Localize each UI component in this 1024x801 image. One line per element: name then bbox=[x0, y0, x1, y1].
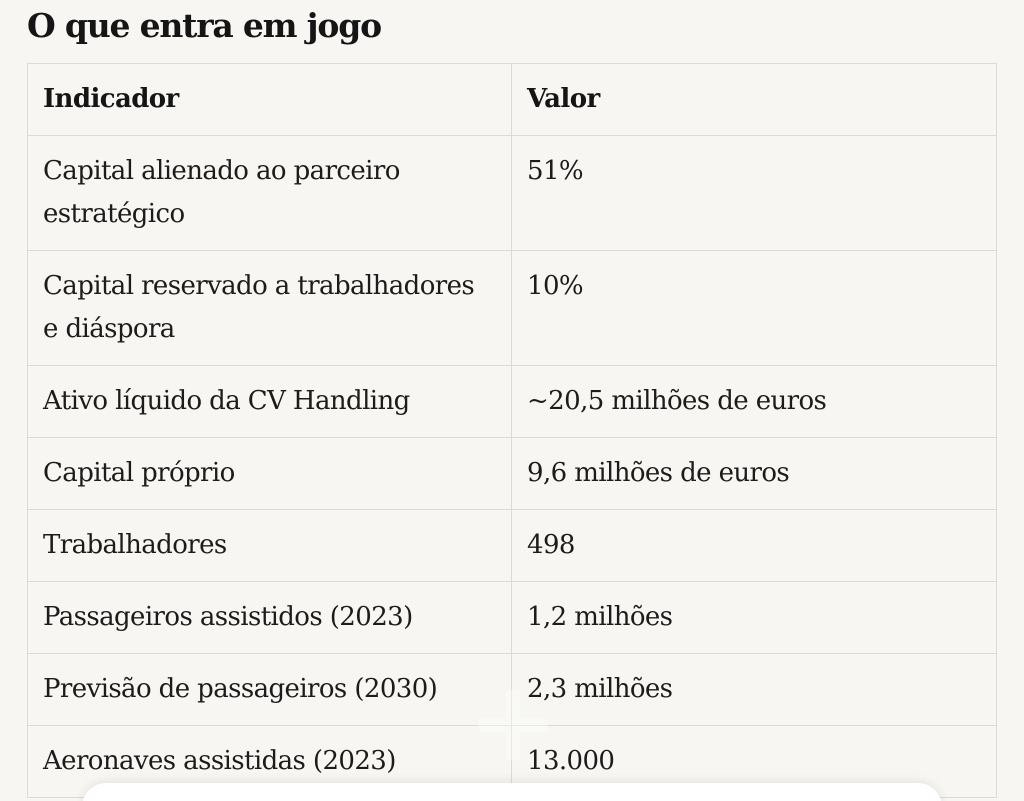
table-row: Capital próprio 9,6 milhões de euros bbox=[27, 437, 997, 510]
table-row: Trabalhadores 498 bbox=[27, 509, 997, 582]
indicators-table: Indicador Valor Capital alienado ao parc… bbox=[27, 63, 997, 798]
indicator-cell: Capital próprio bbox=[27, 437, 512, 510]
value-cell: ~20,5 milhões de euros bbox=[511, 365, 997, 438]
table-row: Passageiros assistidos (2023) 1,2 milhõe… bbox=[27, 581, 997, 654]
table-row: Previsão de passageiros (2030) 2,3 milhõ… bbox=[27, 653, 997, 726]
table-row: Capital alienado ao parceiro estratégico… bbox=[27, 135, 997, 251]
section-title: O que entra em jogo bbox=[27, 6, 382, 45]
plus-icon bbox=[478, 690, 548, 760]
table-header-row: Indicador Valor bbox=[27, 63, 997, 136]
table-row: Capital reservado a trabalhadores e diás… bbox=[27, 250, 997, 366]
value-cell: 1,2 milhões bbox=[511, 581, 997, 654]
value-cell: 51% bbox=[511, 135, 997, 251]
column-header-value: Valor bbox=[511, 63, 997, 136]
indicator-cell: Ativo líquido da CV Handling bbox=[27, 365, 512, 438]
indicator-cell: Passageiros assistidos (2023) bbox=[27, 581, 512, 654]
indicator-cell: Trabalhadores bbox=[27, 509, 512, 582]
table-row: Ativo líquido da CV Handling ~20,5 milhõ… bbox=[27, 365, 997, 438]
value-cell: 2,3 milhões bbox=[511, 653, 997, 726]
value-cell: 9,6 milhões de euros bbox=[511, 437, 997, 510]
value-cell: 498 bbox=[511, 509, 997, 582]
indicator-cell: Capital alienado ao parceiro estratégico bbox=[27, 135, 512, 251]
value-cell: 10% bbox=[511, 250, 997, 366]
bottom-sheet[interactable] bbox=[82, 783, 942, 801]
indicator-cell: Capital reservado a trabalhadores e diás… bbox=[27, 250, 512, 366]
indicator-cell: Previsão de passageiros (2030) bbox=[27, 653, 512, 726]
column-header-indicator: Indicador bbox=[27, 63, 512, 136]
